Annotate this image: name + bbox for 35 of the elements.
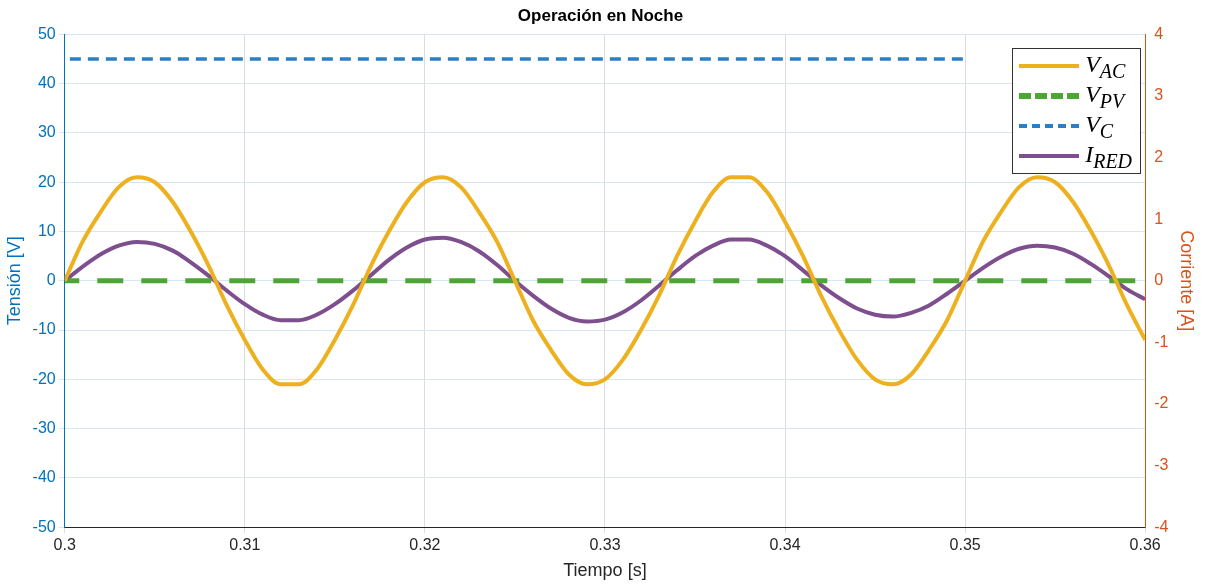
chart-title: Operación en Noche [517,5,684,25]
y-tick-label: 0 [46,271,56,289]
y2-tick-label: 3 [1154,86,1164,104]
y-tick-label: 10 [37,221,56,239]
y-tick-label: 30 [37,123,56,141]
x-axis-title: Tiempo [s] [563,560,647,581]
x-tick-label: 0.33 [589,536,621,554]
x-tick-label: 0.3 [53,536,76,554]
x-tick-label: 0.36 [1129,536,1161,554]
y2-tick-label: -2 [1154,394,1169,412]
y2-tick-label: -1 [1154,332,1169,350]
y-tick-label: 50 [37,24,56,42]
x-tick-label: 0.34 [769,536,801,554]
y-tick-label: 40 [37,74,56,92]
y2-tick-label: 2 [1154,148,1164,166]
legend-label: V$_{AC}$ [1085,50,1126,83]
y-tick-label: -20 [32,369,56,387]
y-tick-label: -30 [32,419,56,437]
legend-label: V$_{C}$ [1085,110,1114,143]
y2-tick-label: 1 [1154,209,1164,227]
y-axis-title: Tensión [V] [3,236,24,326]
y2-tick-label: 0 [1154,271,1164,289]
y2-tick-label: -4 [1154,517,1169,535]
y-tick-label: -40 [32,468,56,486]
x-tick-label: 0.35 [949,536,981,554]
x-tick-label: 0.31 [229,536,261,554]
y-tick-label: -50 [32,517,56,535]
y2-tick-label: -3 [1154,456,1169,474]
y-tick-label: 20 [37,172,56,190]
legend-label: I$_{RED}$ [1085,140,1133,173]
y2-tick-label: 4 [1154,24,1164,42]
legend-label: V$_{PV}$ [1085,80,1125,113]
y-tick-label: -10 [32,320,56,338]
x-tick-label: 0.32 [409,536,441,554]
y2-axis-title: Corriente [A] [1177,230,1198,332]
